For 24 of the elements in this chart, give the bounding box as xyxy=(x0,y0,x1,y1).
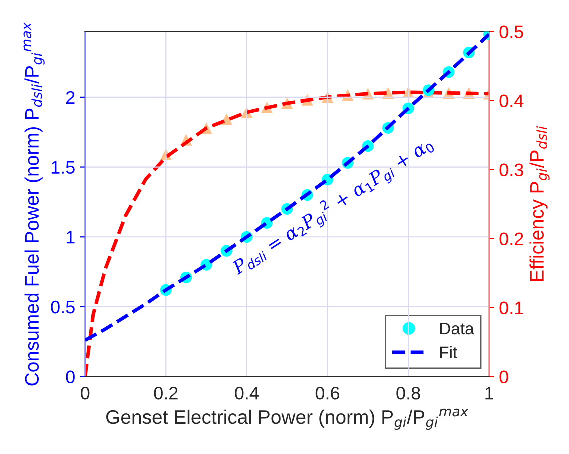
y-tick-label: 1.5 xyxy=(52,161,75,174)
y-axis-title: Consumed Fuel Power (norm) P$_{dsli}$/P$_{gi}$$^{max}$ xyxy=(24,22,45,386)
y2-tick-label: 0.3 xyxy=(500,164,524,177)
x-tick-label: 0.8 xyxy=(396,387,420,400)
y2-axis-title: Efficiency P$_{gi}$/P$_{dsli}$ xyxy=(530,126,550,282)
legend-label: Data xyxy=(440,323,474,335)
x-tick-label: 0.4 xyxy=(235,387,259,400)
y-tick-label: 0 xyxy=(66,370,75,384)
x-axis-title: Genset Electrical Power (norm) P$_{gi}$/P$_{gi}$$^{max}$ xyxy=(106,408,469,430)
y-tick-label: 1 xyxy=(66,231,75,244)
x-tick-label: 0 xyxy=(81,387,90,400)
x-tick-label: 1 xyxy=(486,387,494,400)
y2-tick-label: 0.4 xyxy=(500,94,524,108)
y2-tick-label: 0.2 xyxy=(500,232,524,246)
line-series xyxy=(85,32,490,342)
y2-tick-label: 0 xyxy=(500,370,508,384)
x-tick-label: 0.2 xyxy=(154,387,178,400)
x-tick-label: 0.6 xyxy=(316,387,340,400)
y-tick-label: 0.5 xyxy=(51,300,75,314)
y2-tick-label: 0.1 xyxy=(500,302,524,315)
text: P$_{dsli}$ = α$_{2}$P$_{gi}$$^{2}$ + α$_{1}$P$_{gi}$ + α$_{0}$ xyxy=(230,142,436,276)
y-tick-label: 2 xyxy=(66,91,75,104)
legend-label: Fit xyxy=(440,346,458,358)
y2-tick-label: 0.5 xyxy=(500,26,524,38)
